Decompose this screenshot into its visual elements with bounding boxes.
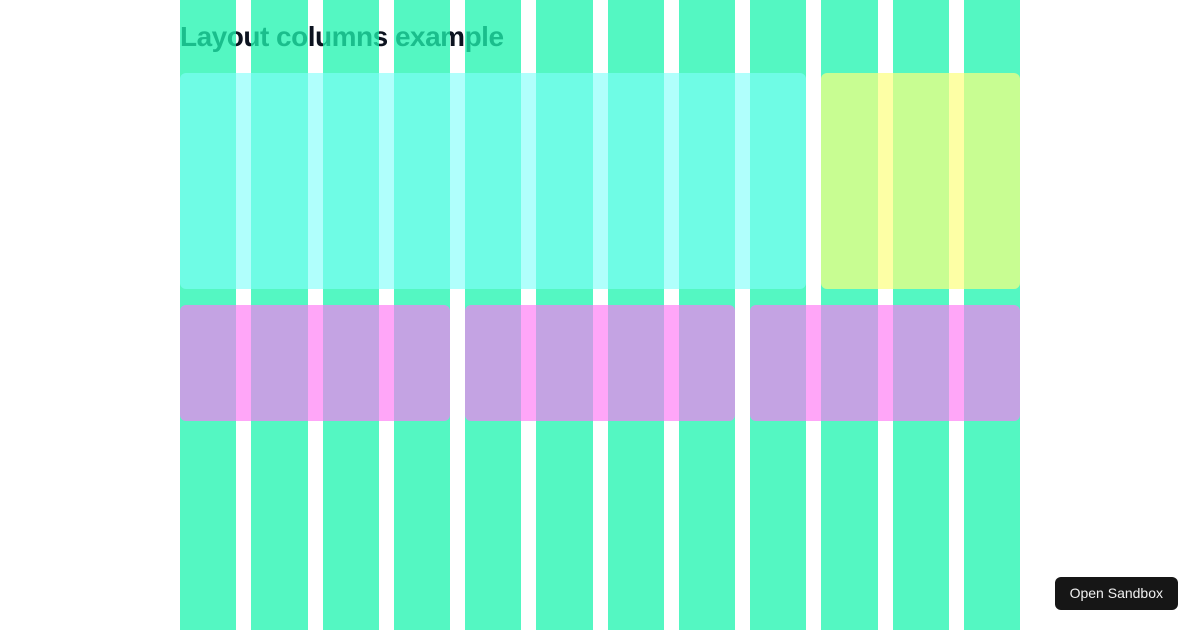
grid-column bbox=[465, 0, 522, 630]
grid-columns-overlay bbox=[180, 0, 1020, 630]
pink-block-1 bbox=[180, 305, 450, 421]
grid-column bbox=[750, 0, 807, 630]
open-sandbox-button[interactable]: Open Sandbox bbox=[1054, 577, 1178, 610]
page-title: Layout columns example bbox=[180, 21, 504, 52]
yellow-block bbox=[821, 73, 1020, 289]
grid-column bbox=[322, 0, 379, 630]
grid-column bbox=[963, 0, 1020, 630]
grid-column bbox=[892, 0, 949, 630]
grid-column bbox=[393, 0, 450, 630]
pink-block-2 bbox=[465, 305, 735, 421]
grid-column bbox=[251, 0, 308, 630]
grid-column bbox=[821, 0, 878, 630]
cyan-block bbox=[180, 73, 807, 289]
layout-blocks bbox=[180, 73, 1020, 421]
grid-column bbox=[607, 0, 664, 630]
grid-column bbox=[678, 0, 735, 630]
grid-column bbox=[536, 0, 593, 630]
pink-block-3 bbox=[750, 305, 1020, 421]
grid-column bbox=[180, 0, 237, 630]
